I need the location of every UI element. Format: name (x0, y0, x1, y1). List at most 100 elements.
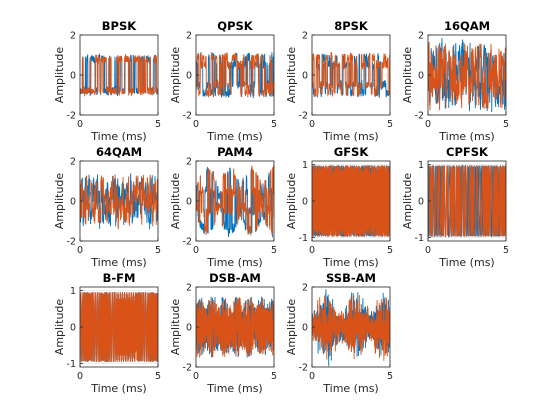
subplot-title: 16QAM (444, 19, 490, 33)
x-tick-label: 0 (425, 119, 431, 130)
x-tick-label: 0 (309, 119, 315, 130)
y-tick-label: -2 (67, 237, 76, 248)
y-tick-label: 0 (186, 71, 192, 82)
y-tick-label: 1 (418, 160, 424, 171)
y-axis-label: Amplitude (285, 299, 298, 356)
y-tick-label: 2 (186, 283, 192, 294)
y-tick-label: -2 (299, 111, 308, 122)
series-line-a (80, 173, 158, 230)
series-line-b (80, 174, 158, 230)
y-tick-label: 0 (70, 71, 76, 82)
y-tick-label: 0 (418, 197, 424, 208)
y-tick-label: -2 (183, 237, 192, 248)
y-tick-label: 0 (302, 323, 308, 334)
x-tick-label: 5 (271, 371, 277, 382)
series-line-b (428, 164, 506, 238)
x-tick-label: 0 (193, 119, 199, 130)
x-tick-label: 5 (503, 119, 509, 130)
subplot-title: CPFSK (446, 145, 489, 159)
subplot-title: GFSK (334, 145, 370, 159)
y-axis-label: Amplitude (53, 173, 66, 230)
subplot-title: B-FM (103, 271, 136, 285)
x-axis-label: Time (ms) (438, 130, 494, 143)
x-tick-label: 5 (387, 371, 393, 382)
subplot-title: BPSK (102, 19, 137, 33)
x-tick-label: 5 (155, 371, 161, 382)
y-tick-label: -1 (415, 233, 424, 244)
y-tick-label: -2 (67, 111, 76, 122)
series-line-b (196, 165, 274, 236)
y-tick-label: 2 (302, 31, 308, 42)
y-tick-label: -2 (299, 363, 308, 374)
y-tick-label: 0 (186, 323, 192, 334)
y-tick-label: 1 (70, 286, 76, 297)
x-axis-label: Time (ms) (206, 130, 262, 143)
series-line-b (428, 41, 506, 111)
series-line-a (312, 53, 390, 98)
y-tick-label: 0 (302, 197, 308, 208)
y-axis-label: Amplitude (53, 47, 66, 104)
x-axis-label: Time (ms) (90, 256, 146, 269)
x-tick-label: 0 (77, 119, 83, 130)
x-axis-label: Time (ms) (322, 382, 378, 395)
x-tick-label: 5 (503, 245, 509, 256)
y-tick-label: 0 (418, 71, 424, 82)
x-tick-label: 0 (309, 245, 315, 256)
y-tick-label: 1 (302, 160, 308, 171)
series-line-b (80, 291, 158, 363)
x-axis-label: Time (ms) (206, 256, 262, 269)
subplot-title: 8PSK (334, 19, 369, 33)
x-tick-label: 0 (193, 371, 199, 382)
y-axis-label: Amplitude (169, 173, 182, 230)
subplot-title: SSB-AM (326, 271, 376, 285)
x-tick-label: 0 (193, 245, 199, 256)
subplot-title: 64QAM (96, 145, 142, 159)
y-tick-label: -2 (183, 111, 192, 122)
x-tick-label: 0 (425, 245, 431, 256)
y-axis-label: Amplitude (169, 47, 182, 104)
x-tick-label: 5 (271, 245, 277, 256)
y-tick-label: 0 (302, 71, 308, 82)
subplot-title: DSB-AM (209, 271, 261, 285)
x-axis-label: Time (ms) (322, 256, 378, 269)
x-tick-label: 0 (77, 371, 83, 382)
subplot-title: QPSK (217, 19, 253, 33)
y-axis-label: Amplitude (401, 173, 414, 230)
y-tick-label: 2 (302, 283, 308, 294)
x-axis-label: Time (ms) (206, 382, 262, 395)
series-line-b (312, 52, 390, 98)
series-line-b (312, 295, 390, 361)
x-axis-label: Time (ms) (90, 382, 146, 395)
y-tick-label: 2 (418, 31, 424, 42)
series-line-b (80, 54, 158, 97)
series-line-b (196, 296, 274, 358)
series-line-b (196, 52, 274, 98)
y-axis-label: Amplitude (285, 173, 298, 230)
x-tick-label: 0 (77, 245, 83, 256)
subplot-title: PAM4 (217, 145, 253, 159)
x-tick-label: 0 (309, 371, 315, 382)
x-axis-label: Time (ms) (90, 130, 146, 143)
y-tick-label: -2 (183, 363, 192, 374)
x-tick-label: 5 (155, 119, 161, 130)
y-tick-label: 2 (186, 31, 192, 42)
x-axis-label: Time (ms) (322, 130, 378, 143)
y-tick-label: 2 (70, 31, 76, 42)
y-tick-label: 0 (70, 323, 76, 334)
y-axis-label: Amplitude (401, 47, 414, 104)
x-tick-label: 5 (387, 245, 393, 256)
y-tick-label: 2 (70, 157, 76, 168)
x-tick-label: 5 (387, 119, 393, 130)
y-tick-label: 0 (70, 197, 76, 208)
y-tick-label: -2 (415, 111, 424, 122)
